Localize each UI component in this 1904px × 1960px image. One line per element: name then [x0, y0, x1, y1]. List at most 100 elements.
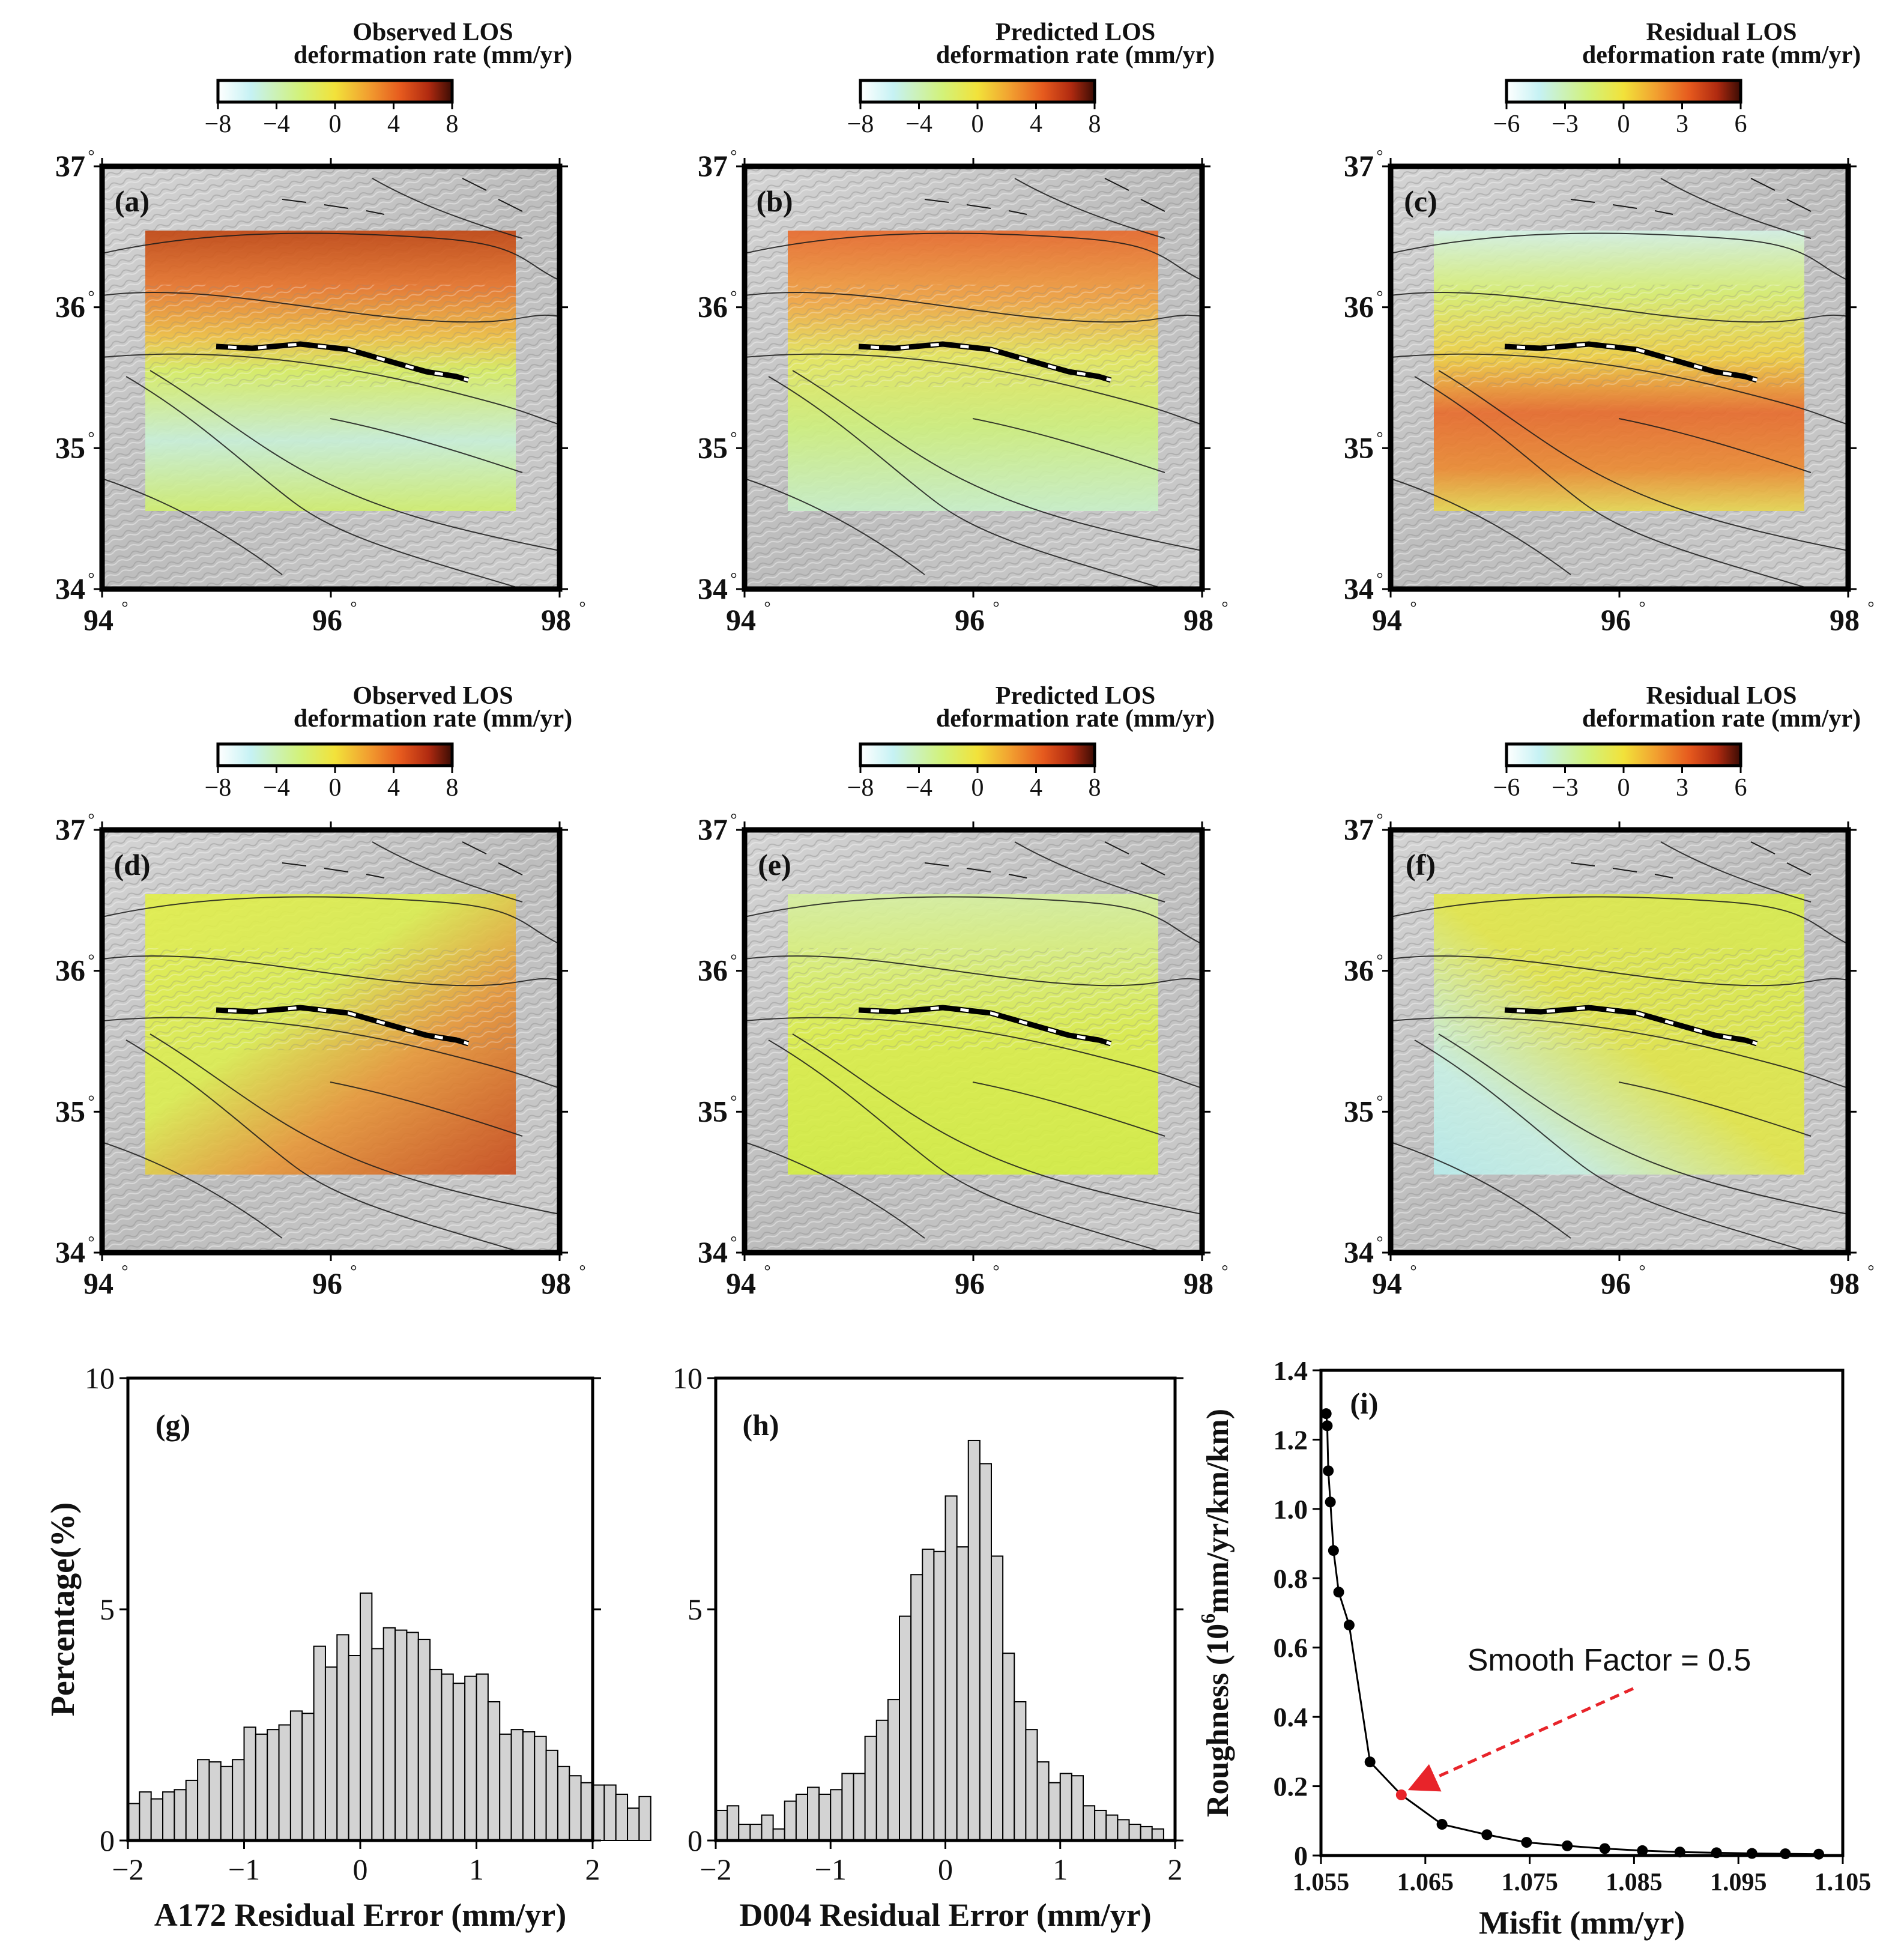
histogram-bar: [476, 1673, 489, 1842]
histogram-bar: [150, 1798, 164, 1841]
degree-symbol: °: [730, 570, 737, 588]
histogram-bar: [208, 1761, 222, 1842]
x-tick-label: 0: [353, 1853, 368, 1886]
colorbar-tick-label: −8: [847, 110, 874, 138]
fault-line: [792, 1033, 1203, 1215]
x-tick-label: 0: [938, 1853, 953, 1886]
lat-tick-label: 34: [698, 1235, 728, 1269]
fault-line: [972, 1081, 1165, 1137]
lat-tick-label: 34: [698, 572, 728, 605]
fault-line: [1390, 232, 1849, 281]
lon-tick-label: 98: [541, 1266, 571, 1300]
colorbar-title: Observed LOS: [352, 19, 513, 46]
fault-line: [150, 370, 560, 551]
colorbar-tick-label: 0: [329, 774, 342, 802]
lon-tick-label: 96: [955, 1266, 985, 1300]
y-tick-label: 0.6: [1274, 1633, 1308, 1663]
histogram-bar: [313, 1645, 326, 1842]
data-point: [1562, 1840, 1573, 1851]
degree-symbol: °: [1376, 570, 1383, 588]
lat-tick-label: 35: [55, 1094, 85, 1128]
histogram-bar: [1140, 1825, 1153, 1841]
fault-line: [101, 232, 560, 281]
panel-label: (g): [156, 1408, 190, 1442]
x-tick-label: 1.075: [1501, 1869, 1558, 1896]
y-axis-label: Roughness (106mm/yr/km/km): [1197, 1409, 1235, 1817]
lon-tick-label: 98: [541, 603, 571, 637]
fault-line: [744, 353, 1203, 425]
colorbar-tick-label: 8: [1089, 774, 1101, 802]
fault-line: [792, 370, 1203, 551]
degree-symbol: °: [1867, 599, 1874, 617]
fault-line: [330, 1081, 523, 1137]
degree-symbol: °: [730, 811, 737, 829]
degree-symbol: °: [88, 952, 94, 970]
histogram-bar: [979, 1463, 992, 1841]
colorbar-tick-label: 0: [1618, 774, 1630, 802]
colorbar-title: Predicted LOS: [996, 19, 1155, 46]
annotation-arrow: [1407, 1687, 1634, 1792]
histogram-bar: [289, 1710, 303, 1841]
histogram-bar: [967, 1439, 981, 1841]
colorbar-tick-label: −4: [905, 110, 932, 138]
histogram-bar: [267, 1729, 280, 1841]
colorbar-tick-label: 8: [446, 774, 459, 802]
x-tick-label: 1.095: [1710, 1869, 1767, 1896]
minor-fault: [924, 199, 1027, 215]
histogram-bar: [638, 1795, 651, 1842]
histogram-bar: [887, 1699, 900, 1841]
histogram-bar: [348, 1655, 361, 1841]
degree-symbol: °: [1410, 1262, 1416, 1281]
histogram-bar: [1128, 1824, 1141, 1842]
histogram-bar: [807, 1786, 820, 1841]
degree-symbol: °: [730, 952, 737, 970]
histogram-bar: [922, 1548, 935, 1841]
colorbar: [1505, 79, 1742, 104]
data-point: [1323, 1465, 1334, 1477]
histogram-bar: [944, 1495, 958, 1842]
histogram-bar: [830, 1789, 843, 1842]
degree-symbol: °: [88, 570, 94, 588]
histogram-bar: [592, 1784, 605, 1842]
histogram-bar: [557, 1765, 570, 1842]
colorbar-tick-label: 8: [446, 110, 459, 138]
panel-label: (b): [756, 184, 793, 218]
fault-line: [744, 1017, 1203, 1089]
x-tick-label: −2: [700, 1853, 731, 1886]
histogram-bar: [255, 1733, 268, 1841]
relief-overlay: [1434, 285, 1804, 387]
data-point: [1637, 1845, 1648, 1856]
lat-tick-label: 37: [55, 149, 85, 183]
fault-line: [101, 896, 560, 945]
histogram-panel: −2 −1 0 1 2 0 5 10 (g) A172 Residual Error (mm/yr…: [44, 1361, 651, 1933]
colorbar-tick-label: 3: [1676, 110, 1688, 138]
data-point: [1322, 1420, 1333, 1432]
histogram-bar: [522, 1731, 536, 1842]
y-tick-label: 0.8: [1274, 1563, 1308, 1594]
histogram-bar: [1105, 1814, 1119, 1841]
lat-tick-label: 36: [55, 290, 85, 324]
annotation-text: Smooth Factor = 0.5: [1467, 1643, 1751, 1678]
lon-tick-label: 94: [726, 603, 756, 637]
histogram-bar: [336, 1634, 349, 1842]
histogram-bar: [441, 1673, 454, 1842]
degree-symbol: °: [1639, 1262, 1645, 1281]
histogram-bar: [1014, 1701, 1027, 1841]
fault-line: [372, 178, 523, 239]
y-axis-label-prefix: Roughness (10: [1201, 1624, 1235, 1817]
histogram-bar: [510, 1729, 524, 1841]
fault-line: [1390, 478, 1571, 575]
histogram-bar: [429, 1669, 443, 1842]
degree-symbol: °: [730, 429, 737, 447]
colorbar-tick-label: 4: [1030, 110, 1042, 138]
colorbar-tick-label: 0: [972, 110, 984, 138]
lat-tick-label: 37: [698, 812, 728, 846]
lon-tick-label: 94: [726, 1266, 756, 1300]
panel-label: (d): [113, 848, 150, 882]
x-axis-label: A172 Residual Error (mm/yr): [154, 1897, 566, 1933]
x-tick-label: −1: [228, 1853, 260, 1886]
colorbar-title-units: deformation rate (mm/yr): [294, 41, 572, 69]
colorbar: [216, 742, 454, 767]
